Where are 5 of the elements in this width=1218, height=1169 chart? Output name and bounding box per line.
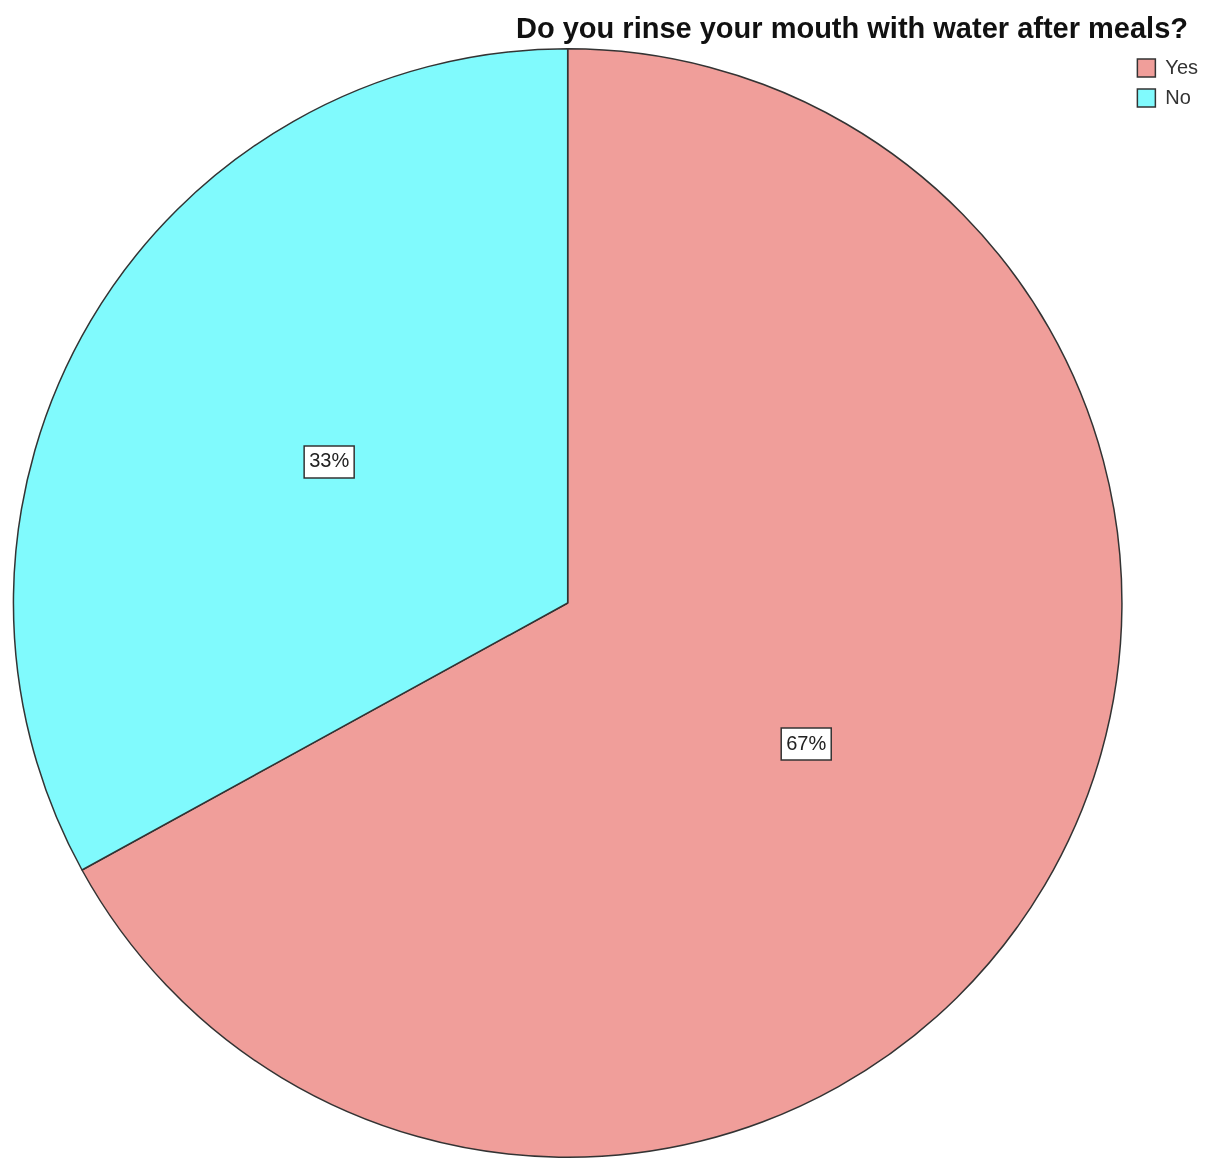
legend-label: No xyxy=(1165,85,1191,108)
legend-label: Yes xyxy=(1165,55,1199,78)
chart-title: Do you rinse your mouth with water after meals? xyxy=(515,11,1189,46)
data-label: 33% xyxy=(309,449,350,472)
data-label: 67% xyxy=(786,731,827,754)
